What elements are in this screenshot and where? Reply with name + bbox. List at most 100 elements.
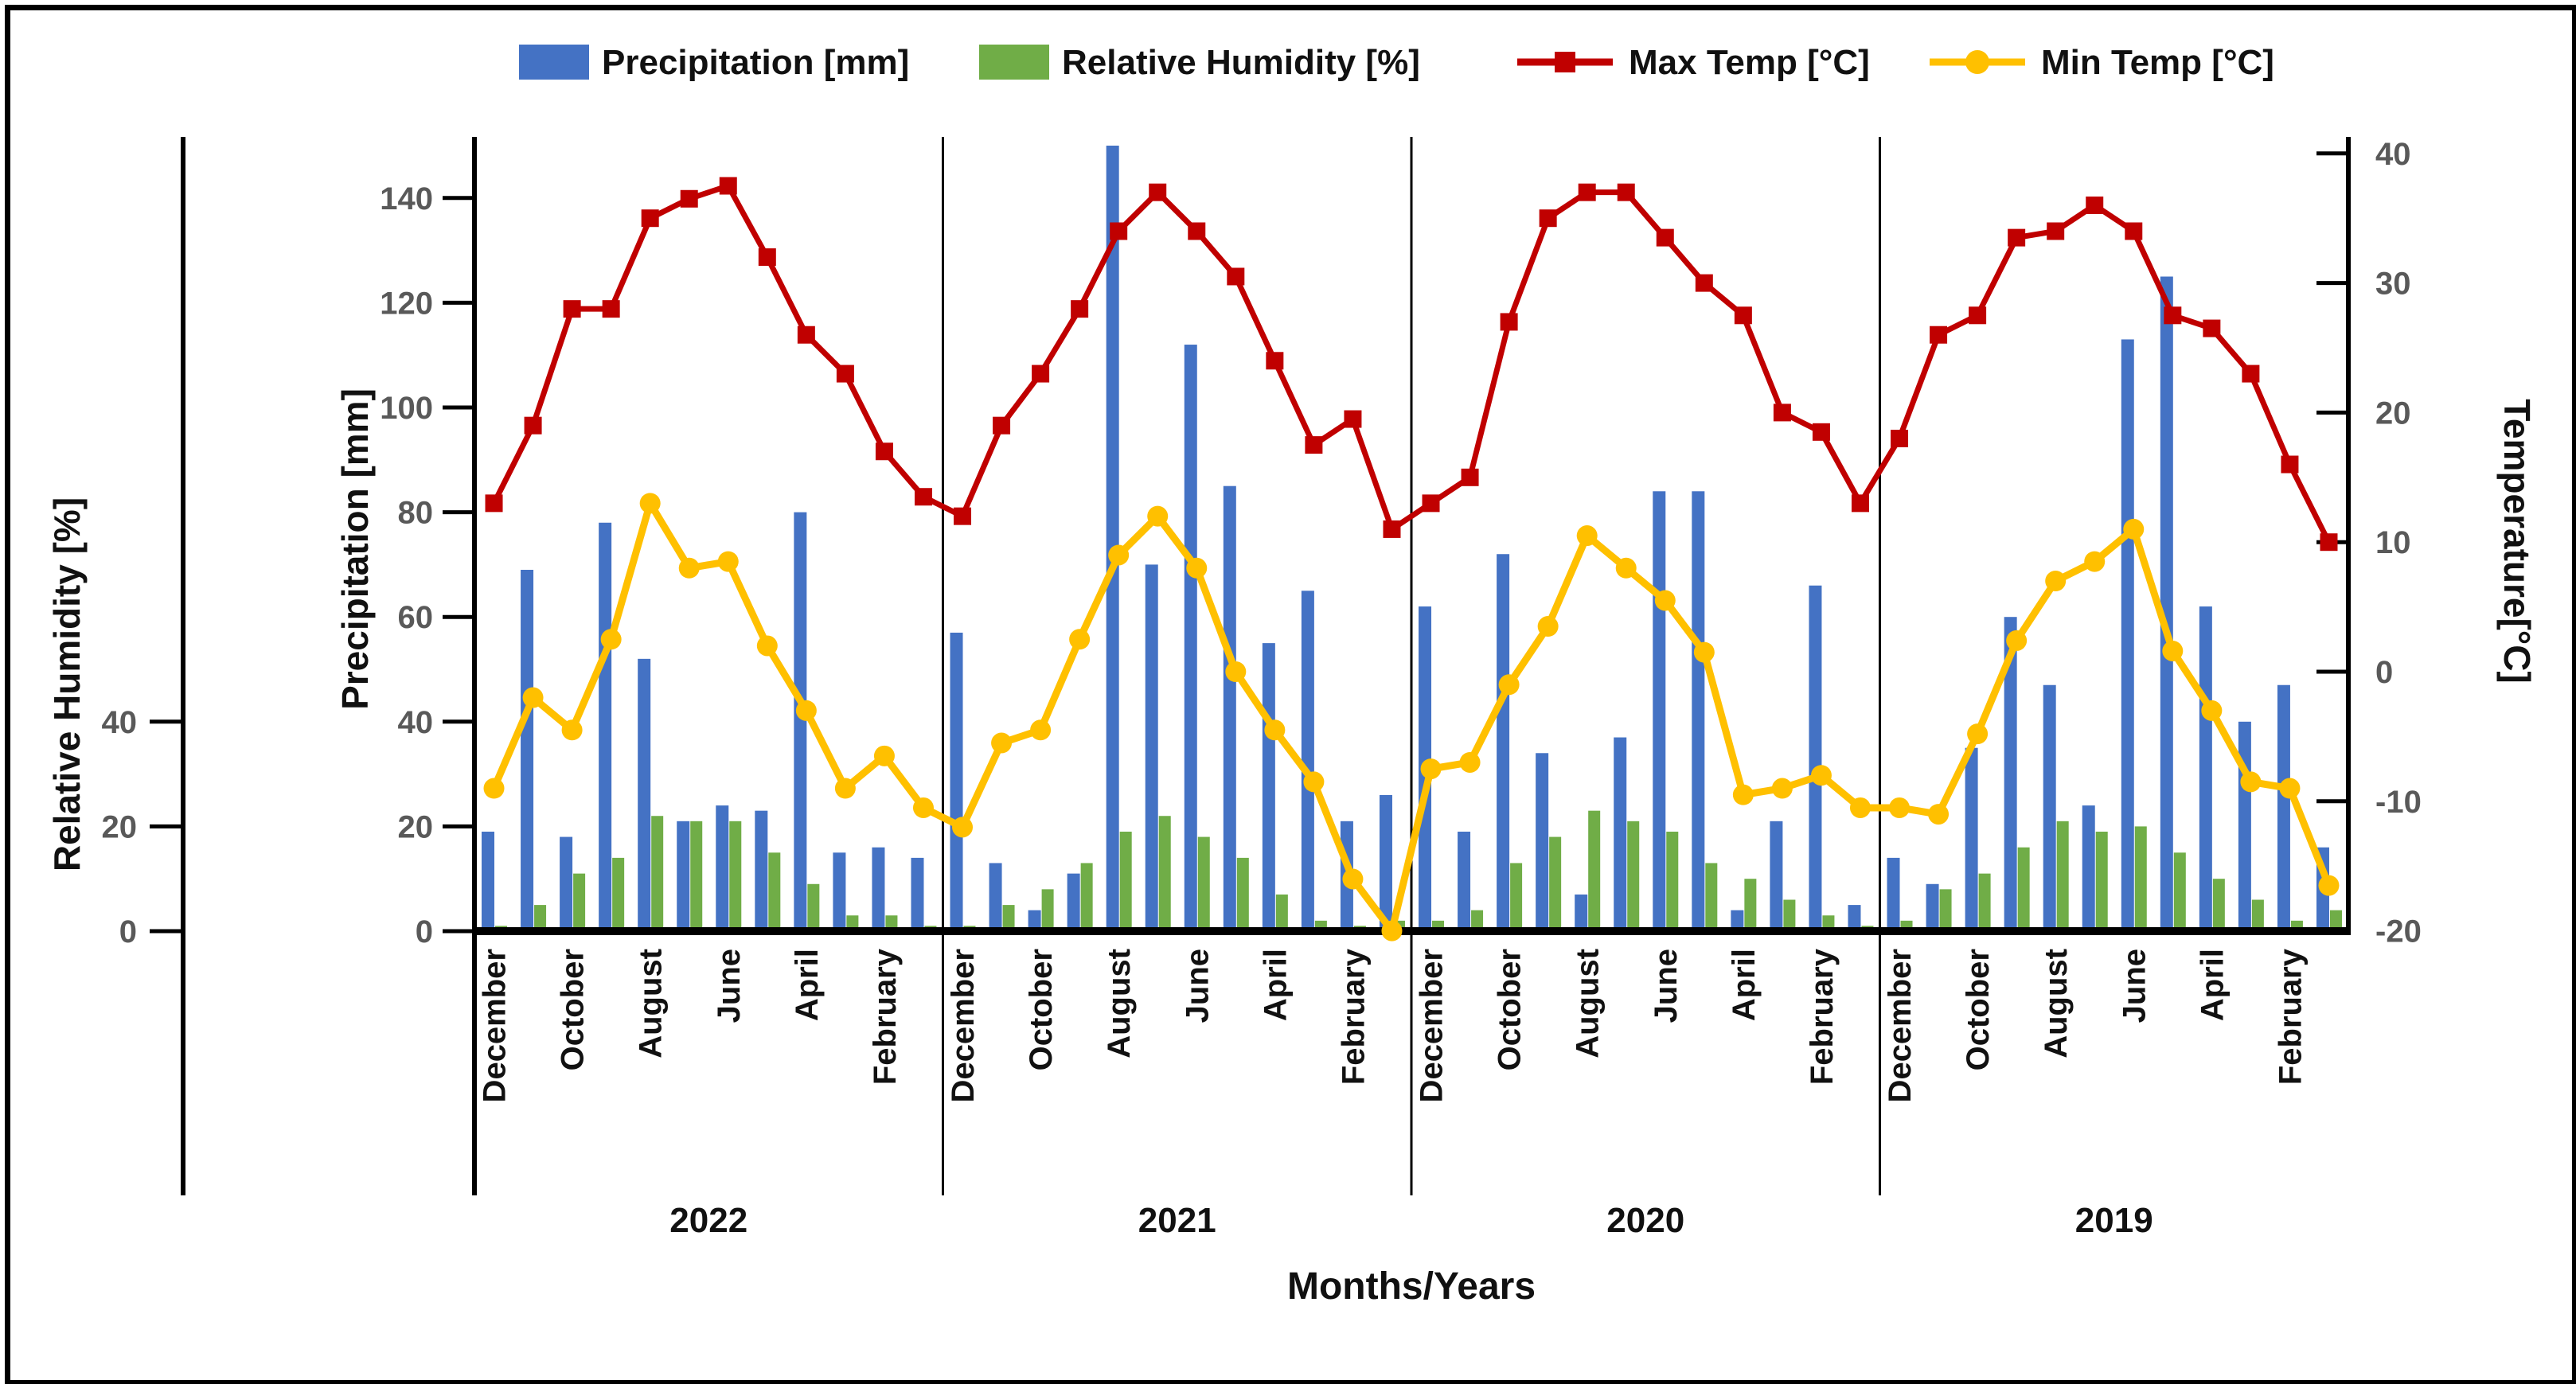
precipitation-bar — [2004, 617, 2017, 931]
precipitation-bar — [1458, 831, 1471, 931]
legend-label: Precipitation [mm] — [602, 43, 909, 82]
humidity-bar — [1119, 831, 1132, 931]
legend-label: Max Temp [°C] — [1629, 43, 1870, 82]
max-temp-marker — [2086, 196, 2104, 214]
min-temp-marker — [483, 778, 505, 799]
precipitation-bar — [2199, 606, 2212, 931]
humidity-bar — [651, 816, 664, 931]
min-temp-marker — [1810, 765, 1832, 786]
precip-tick-label: 120 — [380, 286, 433, 321]
max-temp-marker — [1422, 494, 1440, 513]
x-axis-title: Months/Years — [1287, 1265, 1536, 1308]
humidity-bar — [1978, 873, 1991, 931]
precip-tick-label: 0 — [416, 914, 433, 949]
max-temp-marker — [797, 326, 815, 344]
max-temp-marker — [914, 488, 932, 506]
precipitation-bar — [1614, 737, 1627, 931]
humidity-bar — [1666, 831, 1679, 931]
min-temp-marker — [1693, 641, 1715, 663]
month-label: April — [1258, 949, 1293, 1021]
humidity-bar — [1002, 905, 1015, 931]
precipitation-bar — [677, 821, 690, 931]
precipitation-bar — [1379, 794, 1392, 931]
month-label: April — [790, 949, 825, 1021]
humidity-bar — [534, 905, 547, 931]
precip-tick-label: 80 — [398, 496, 434, 531]
month-label: October — [1961, 949, 1996, 1070]
max-temp-marker — [524, 416, 542, 435]
humidity-bar — [2095, 831, 2108, 931]
humidity-bar — [1705, 863, 1718, 931]
month-label: February — [1805, 948, 1840, 1085]
precipitation-bar — [1145, 564, 1158, 931]
min-temp-marker — [912, 797, 934, 818]
precip-tick-label: 140 — [380, 181, 433, 216]
max-temp-marker — [2281, 455, 2299, 474]
max-temp-marker — [1383, 520, 1401, 538]
temp-tick-label: -10 — [2375, 785, 2422, 820]
min-temp-marker — [2318, 875, 2340, 896]
precip-tick-label: 40 — [398, 705, 434, 740]
legend: Precipitation [mm] Relative Humidity [%] M… — [519, 43, 2274, 82]
precipitation-bar — [716, 805, 729, 931]
min-temp-marker — [1459, 751, 1481, 773]
max-temp-marker — [1891, 429, 1909, 447]
max-temp-marker — [1969, 306, 1987, 325]
max-temp-marker — [1110, 222, 1128, 240]
max-temp-marker — [993, 416, 1011, 435]
max-temp-marker — [1695, 274, 1713, 292]
min-temp-marker — [1186, 557, 1208, 579]
max-temp-marker — [1461, 468, 1479, 486]
month-label: October — [556, 949, 591, 1070]
max-temp-marker — [1227, 267, 1245, 286]
humidity-bar — [2134, 826, 2147, 931]
temp-tick-label: 10 — [2375, 525, 2411, 560]
min-temp-marker — [1420, 758, 1442, 780]
max-temp-marker — [1578, 183, 1596, 201]
precip-tick-label: 60 — [398, 600, 434, 635]
max-temp-marker — [2125, 222, 2143, 240]
humidity-bar — [2056, 821, 2069, 931]
month-label: August — [1102, 949, 1137, 1058]
min-temp-marker — [795, 700, 817, 721]
precipitation-bar — [1067, 873, 1080, 931]
min-temp-marker — [1576, 525, 1598, 547]
humidity-bar — [768, 852, 781, 931]
max-temp-marker — [1071, 300, 1089, 318]
month-label: June — [712, 949, 747, 1023]
max-temp-marker — [2203, 319, 2221, 337]
humidity-bar — [1744, 879, 1757, 931]
min-temp-marker — [1615, 557, 1637, 579]
min-temp-marker — [1732, 784, 1754, 805]
month-label: December — [478, 949, 513, 1102]
precipitation-bar — [1887, 857, 1900, 931]
legend-square-marker — [1555, 52, 1575, 72]
precipitation-bar — [1497, 554, 1510, 931]
humidity-bar — [1783, 899, 1796, 931]
max-temp-marker — [563, 300, 581, 318]
year-label: 2021 — [1138, 1201, 1216, 1240]
precipitation-bar — [1848, 905, 1861, 931]
min-temp-marker — [1381, 920, 1403, 942]
min-temp-marker — [561, 719, 583, 741]
month-label: December — [1415, 949, 1450, 1102]
max-temp-marker — [875, 442, 893, 461]
humidity-bar — [2212, 879, 2225, 931]
max-temp-marker — [2164, 306, 2182, 325]
min-temp-marker — [2279, 778, 2301, 799]
humidity-bar — [1471, 910, 1484, 931]
min-temp-marker — [2162, 640, 2184, 661]
max-temp-marker — [485, 494, 503, 513]
precipitation-bar — [1692, 491, 1705, 931]
humidity-tick-label: 0 — [119, 914, 137, 949]
legend-label: Min Temp [°C] — [2041, 43, 2274, 82]
max-temp-marker — [954, 507, 972, 525]
max-temp-marker — [1734, 306, 1752, 325]
min-temp-series — [483, 493, 2340, 942]
min-temp-marker — [756, 635, 778, 657]
min-temp-marker — [639, 493, 661, 514]
precipitation-bar — [1965, 747, 1978, 931]
humidity-bar — [729, 821, 742, 931]
